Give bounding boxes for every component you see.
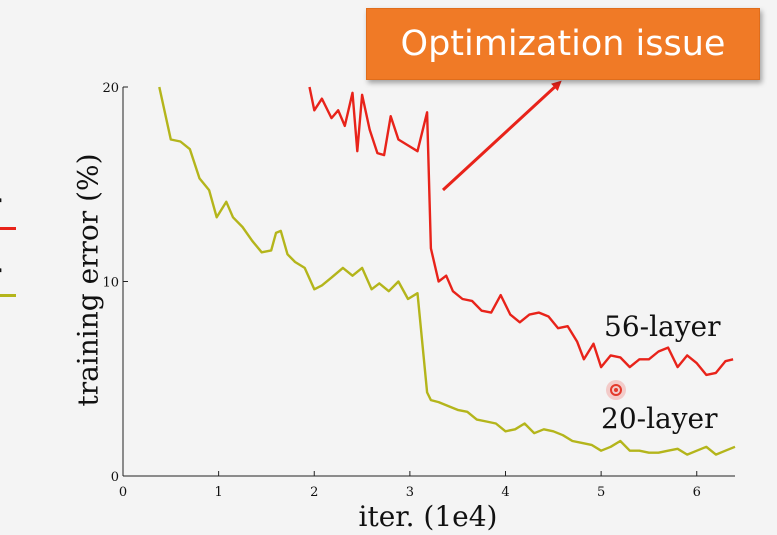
series-layer [158,86,736,456]
left-legend-swatch-yellow [0,294,16,297]
chart-annotations [441,80,626,400]
left-legend-fragment-2: r [0,257,1,290]
x-tick-label: 3 [406,485,414,500]
callout-arrow [441,80,562,192]
x-tick-label: 0 [119,485,127,500]
y-tick-label: 0 [111,470,119,485]
series-label-20-layer: 20-layer [601,402,718,435]
x-tick-label: 5 [597,485,605,500]
left-legend-swatch-red [0,227,16,230]
y-tick-label: 20 [102,81,119,96]
x-axis-label: iter. (1e4) [358,500,498,533]
series-line-56-layer [308,86,734,377]
left-legend-fragment-1: r [0,187,1,220]
optimization-issue-callout: Optimization issue [366,8,760,80]
chart-axes: 0 1 2 3 4 5 6 0 10 20 [102,81,735,500]
x-tick-label: 6 [693,485,701,500]
x-tick-label: 2 [310,485,318,500]
x-tick-label: 1 [214,485,222,500]
y-axis-label: training error (%) [71,153,105,407]
y-tick-label: 10 [102,276,119,291]
x-tick-label: 4 [501,485,509,500]
series-line-20-layer [158,86,736,456]
series-label-56-layer: 56-layer [604,310,721,343]
callout-text: Optimization issue [400,24,726,64]
cursor-ring-icon [610,384,622,396]
cursor-dot-icon [614,388,618,392]
